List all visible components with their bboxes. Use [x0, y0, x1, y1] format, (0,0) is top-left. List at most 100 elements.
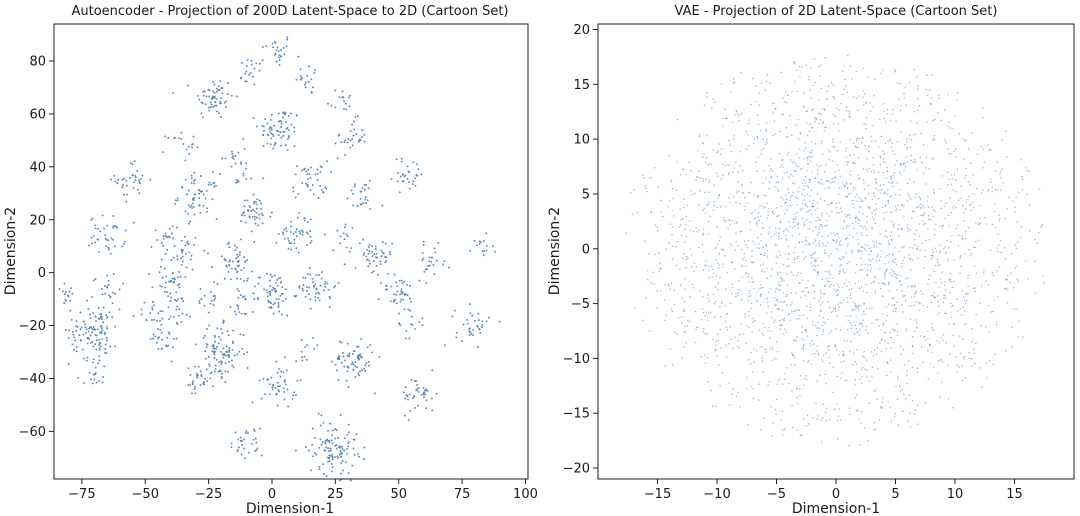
data-point [793, 258, 795, 261]
data-point [983, 216, 986, 219]
data-point [433, 273, 436, 276]
data-point [198, 299, 201, 302]
data-point [290, 242, 293, 245]
data-point [664, 319, 666, 321]
data-point [952, 189, 954, 191]
data-point [644, 185, 646, 187]
data-point [780, 221, 782, 224]
data-point [149, 337, 152, 340]
data-point [794, 62, 796, 65]
data-point [99, 313, 102, 316]
data-point [384, 242, 387, 245]
data-point [92, 345, 95, 348]
data-point [762, 138, 764, 140]
data-point [348, 354, 351, 357]
data-point [894, 307, 897, 310]
data-point [783, 378, 786, 380]
x-axis-label: Dimension-1 [792, 501, 880, 516]
data-point [870, 226, 873, 229]
data-point [318, 466, 321, 468]
data-point [846, 214, 848, 217]
x-tick-label: 15 [1006, 487, 1023, 502]
data-point [132, 221, 135, 224]
data-point [836, 107, 838, 110]
data-point [855, 138, 858, 140]
data-point [346, 370, 349, 373]
data-point [926, 200, 928, 202]
data-point [832, 145, 834, 148]
data-point [172, 281, 175, 284]
data-point [453, 309, 456, 312]
data-point [904, 165, 907, 167]
data-point [886, 113, 888, 115]
data-point [277, 50, 280, 53]
data-point [343, 100, 345, 103]
data-point [167, 137, 170, 139]
data-point [867, 184, 869, 186]
data-point [401, 282, 404, 285]
data-point [826, 270, 829, 273]
data-point [889, 196, 891, 198]
data-point [933, 191, 935, 193]
data-point [834, 234, 836, 236]
data-point [259, 427, 261, 430]
data-point [872, 258, 874, 260]
data-point [787, 245, 790, 248]
data-point [902, 246, 905, 248]
data-point [244, 80, 247, 83]
data-point [852, 363, 854, 366]
data-point [286, 127, 289, 129]
data-point [778, 235, 780, 238]
data-point [97, 227, 100, 230]
data-point [865, 283, 867, 285]
data-point [823, 199, 826, 202]
data-point [363, 140, 366, 143]
data-point [845, 238, 847, 240]
data-point [194, 385, 196, 388]
data-point [317, 291, 320, 294]
data-point [867, 332, 869, 335]
data-point [809, 306, 811, 308]
data-point [348, 105, 351, 108]
data-point [937, 264, 940, 267]
data-point [763, 270, 766, 273]
data-point [938, 396, 941, 398]
data-point [245, 430, 248, 432]
data-point [857, 409, 859, 412]
data-point [411, 183, 414, 186]
data-point [761, 204, 763, 207]
data-point [708, 269, 710, 272]
data-point [428, 256, 431, 259]
data-point [317, 197, 320, 199]
data-point [782, 97, 784, 99]
data-point [330, 104, 333, 107]
data-point [770, 268, 773, 271]
data-point [875, 208, 878, 210]
data-point [230, 359, 233, 362]
data-point [277, 302, 280, 304]
data-point [749, 229, 751, 231]
data-point [801, 434, 803, 437]
data-point [68, 290, 71, 293]
data-point [752, 321, 754, 323]
data-point [782, 166, 784, 168]
data-point [720, 347, 722, 349]
data-point [243, 353, 246, 356]
data-point [817, 321, 819, 324]
data-point [161, 276, 164, 279]
data-point [737, 294, 739, 296]
data-point [952, 334, 955, 336]
data-point [746, 388, 748, 390]
data-point [929, 239, 931, 241]
data-point [714, 286, 717, 288]
data-point [752, 397, 755, 400]
data-point [909, 269, 912, 271]
data-point [282, 371, 285, 374]
data-point [770, 311, 773, 313]
data-point [802, 343, 805, 346]
data-point [887, 140, 889, 143]
data-point [945, 141, 947, 144]
data-point [805, 328, 807, 331]
data-point [95, 339, 98, 342]
data-point [794, 246, 796, 249]
